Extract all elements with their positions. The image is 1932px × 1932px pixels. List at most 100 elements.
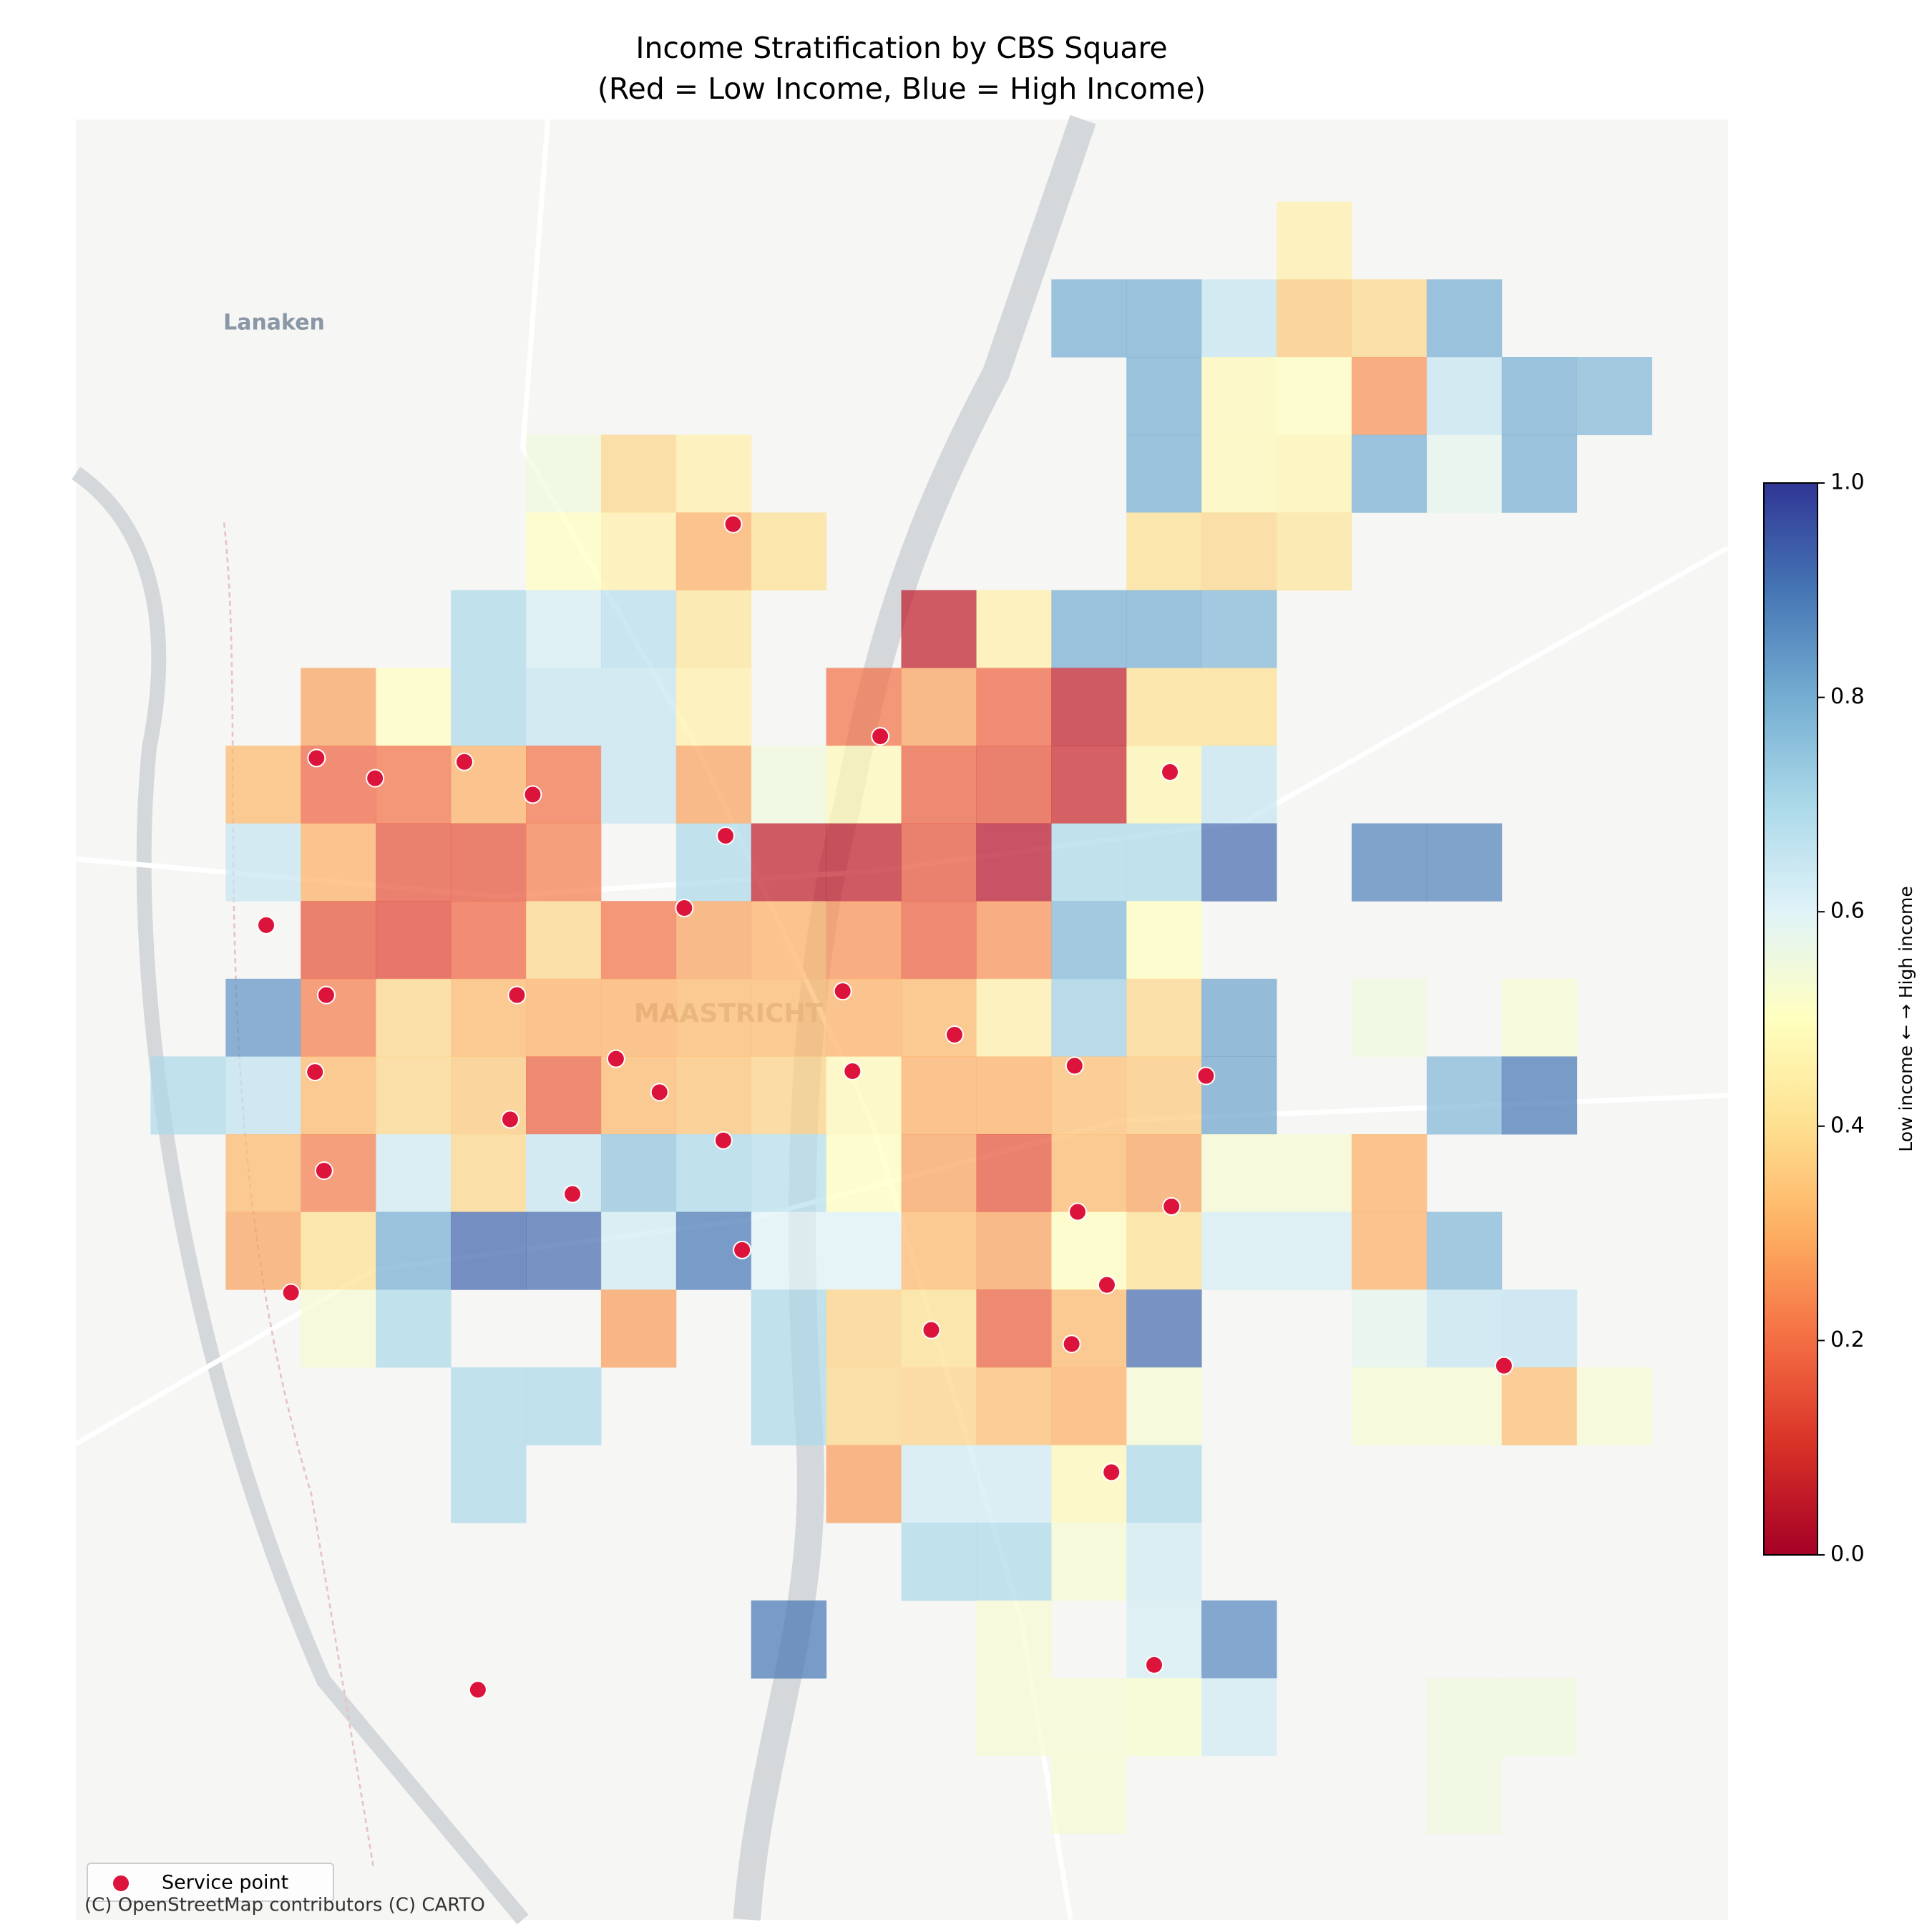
grid-cell [1126, 1445, 1202, 1523]
grid-cell [526, 668, 602, 746]
grid-cell [976, 590, 1052, 668]
grid-cell [1426, 1755, 1503, 1834]
service-point [843, 1062, 862, 1081]
grid-cell [1201, 1056, 1277, 1135]
service-point [675, 898, 694, 917]
grid-cell [225, 978, 301, 1057]
grid-cell [225, 823, 301, 902]
grid-cell [1126, 1211, 1202, 1290]
service-point [606, 1049, 625, 1068]
grid-cell [976, 901, 1052, 980]
grid-cell [901, 1445, 977, 1523]
grid-cell [976, 746, 1052, 824]
grid-cell [376, 823, 452, 902]
grid-cell [1277, 1134, 1352, 1213]
service-point [316, 985, 336, 1005]
grid-cell [826, 1367, 902, 1445]
service-point [1065, 1056, 1084, 1075]
grid-cell [1051, 1445, 1127, 1523]
colorbar-tick-label: 0.2 [1830, 1327, 1865, 1352]
attribution: (C) OpenStreetMap contributors (C) CARTO [84, 1895, 485, 1916]
legend-label: Service point [162, 1872, 288, 1894]
grid-cell [901, 590, 977, 668]
grid-cell [451, 668, 527, 746]
service-point [1062, 1335, 1081, 1354]
grid-cell [976, 1211, 1052, 1290]
grid-cell [1277, 357, 1352, 436]
grid-cell [901, 823, 977, 902]
grid-cell [376, 1134, 452, 1213]
grid-cell [1201, 746, 1277, 824]
grid-cell [1351, 1211, 1428, 1290]
grid-cell [451, 901, 527, 980]
grid-cell [1126, 1134, 1202, 1213]
service-point [716, 826, 736, 845]
grid-cell [1051, 279, 1127, 358]
grid-cell [1277, 279, 1352, 358]
grid-cell [1126, 512, 1202, 591]
grid-cell [1126, 901, 1202, 980]
legend-marker [112, 1874, 130, 1893]
grid-cell [1426, 1056, 1503, 1135]
grid-cell [1126, 357, 1202, 436]
grid-cell [675, 823, 752, 902]
grid-cell [1051, 1755, 1127, 1834]
grid-cell [751, 1056, 827, 1135]
grid-cell [376, 746, 452, 824]
grid-cell [1201, 590, 1277, 668]
grid-cell [751, 1600, 827, 1679]
grid-cell [376, 1056, 452, 1135]
grid-cell [751, 823, 827, 902]
grid-cell [826, 668, 902, 746]
grid-cell [600, 1211, 677, 1290]
grid-cell [1201, 978, 1277, 1057]
grid-cell [1126, 434, 1202, 513]
grid-cell [826, 1445, 902, 1523]
border [223, 522, 375, 1868]
grid-cell [526, 746, 602, 824]
legend [87, 1863, 334, 1902]
grid-cell [1351, 823, 1428, 902]
grid-cell [826, 1134, 902, 1213]
grid-cell [675, 668, 752, 746]
grid-cell [526, 1056, 602, 1135]
grid-cell [976, 823, 1052, 902]
grid-cell [1351, 1289, 1428, 1368]
grid-cell [301, 668, 376, 746]
grid-cell [901, 978, 977, 1057]
grid-cell [376, 1289, 452, 1368]
service-point [1145, 1655, 1164, 1674]
grid-cell [1051, 590, 1127, 668]
grid-cell [1126, 1523, 1202, 1601]
grid-cell [1501, 1678, 1578, 1757]
grid-cell [675, 1056, 752, 1135]
grid-cell [901, 901, 977, 980]
grid-cell [1201, 823, 1277, 902]
grid-cell [1126, 279, 1202, 358]
grid-cell [1351, 978, 1428, 1057]
chart-title: Income Stratification by CBS Square [635, 31, 1167, 65]
grid-cell [1051, 1678, 1127, 1757]
grid-cell [1126, 668, 1202, 746]
grid-cell [1051, 1211, 1127, 1290]
service-point [507, 985, 527, 1005]
service-point [1196, 1066, 1216, 1085]
grid-cell [301, 1134, 376, 1213]
service-point [650, 1083, 669, 1102]
grid-cell [301, 823, 376, 902]
grid-cell [1351, 1134, 1428, 1213]
grid-cell [600, 978, 677, 1057]
grid-cell [976, 1523, 1052, 1601]
grid-cell [600, 668, 677, 746]
grid-cell [826, 1289, 902, 1368]
grid-cell [1051, 1523, 1127, 1601]
grid-cell [1576, 1367, 1652, 1445]
service-point [871, 726, 890, 746]
grid-cell [1051, 901, 1127, 980]
place-label: Lanaken [223, 311, 325, 336]
service-point [1097, 1275, 1116, 1294]
grid-cell [976, 978, 1052, 1057]
grid-cell [1201, 1134, 1277, 1213]
grid-cell [1051, 978, 1127, 1057]
grid-cell [901, 1056, 977, 1135]
